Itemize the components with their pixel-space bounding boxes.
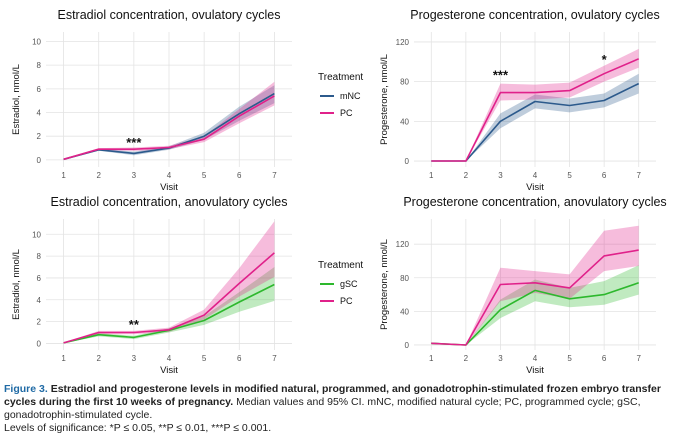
y-tick-label: 6 (37, 85, 42, 94)
y-tick-label: 2 (37, 132, 42, 141)
x-tick-label: 5 (202, 354, 207, 363)
y-tick-label: 8 (37, 252, 42, 261)
chart-panel-4: Progesterone concentration, anovulatory … (379, 195, 667, 376)
x-tick-label: 2 (96, 354, 101, 363)
x-tick-label: 1 (429, 171, 434, 180)
y-tick-label: 8 (37, 61, 42, 70)
x-tick-label: 2 (464, 171, 469, 180)
x-tick-label: 4 (167, 171, 172, 180)
y-tick-label: 4 (37, 109, 42, 118)
caption-body: Median values and 95% CI. mNC, modified … (4, 396, 641, 421)
x-tick-label: 4 (533, 171, 538, 180)
significance-marker: * (602, 52, 608, 67)
x-tick-label: 4 (167, 354, 172, 363)
significance-marker: ** (129, 317, 140, 332)
chart-panel-1: Estradiol concentration, ovulatory cycle… (11, 8, 363, 193)
series-line-pc (431, 249, 639, 346)
chart-panel-2: Progesterone concentration, ovulatory cy… (379, 8, 660, 193)
y-axis-label: Progesterone, nmol/L (379, 54, 390, 145)
legend: Treatment mNC PC (318, 72, 363, 118)
y-tick-label: 120 (396, 38, 410, 47)
legend-entry: PC (340, 108, 353, 118)
x-tick-label: 1 (61, 171, 66, 180)
y-tick-label: 80 (400, 78, 409, 87)
y-axis-label: Estradiol, nmol/L (11, 249, 22, 320)
y-tick-label: 2 (37, 318, 42, 327)
chart-title: Estradiol concentration, ovulatory cycle… (57, 8, 280, 22)
figure-caption: Figure 3. Estradiol and progesterone lev… (4, 383, 688, 435)
legend: Treatment gSC PC (318, 260, 363, 306)
ci-band-pc (63, 221, 275, 344)
chart-title: Progesterone concentration, anovulatory … (403, 195, 666, 209)
x-tick-label: 7 (636, 171, 641, 180)
x-tick-label: 7 (272, 171, 277, 180)
caption-label: Figure 3. (4, 383, 48, 395)
x-tick-label: 6 (602, 354, 607, 363)
series-line-pc (431, 58, 640, 162)
y-axis-label: Progesterone, nmol/L (379, 239, 390, 330)
significance-marker: *** (493, 68, 509, 83)
series-line-pc (63, 252, 275, 344)
y-tick-label: 6 (37, 274, 42, 283)
series-line-pc (63, 95, 275, 161)
ci-band-mnc (63, 85, 275, 160)
significance-marker: *** (126, 135, 142, 150)
x-tick-label: 1 (429, 354, 434, 363)
caption-title: Estradiol and progesterone levels in mod… (4, 383, 661, 408)
x-tick-label: 6 (237, 354, 242, 363)
chart-panel-3: Estradiol concentration, anovulatory cyc… (11, 195, 363, 376)
x-tick-label: 3 (132, 171, 137, 180)
y-tick-label: 10 (32, 37, 41, 46)
legend-entry: gSC (340, 279, 358, 289)
x-tick-label: 7 (636, 354, 641, 363)
x-axis-label: Visit (160, 365, 178, 376)
x-tick-label: 1 (61, 354, 66, 363)
y-tick-label: 4 (37, 296, 42, 305)
y-tick-label: 0 (37, 339, 42, 348)
y-tick-label: 120 (396, 240, 410, 249)
y-axis-label: Estradiol, nmol/L (11, 64, 22, 135)
chart-title: Estradiol concentration, anovulatory cyc… (51, 195, 288, 209)
x-tick-label: 2 (464, 354, 469, 363)
legend-entry: PC (340, 296, 353, 306)
legend-title: Treatment (318, 260, 363, 271)
caption-levels: Levels of significance: *P ≤ 0.05, **P ≤… (4, 422, 272, 434)
ci-band-pc (431, 48, 639, 161)
x-tick-label: 5 (567, 171, 572, 180)
x-tick-label: 5 (567, 354, 572, 363)
y-tick-label: 0 (37, 156, 42, 165)
x-axis-label: Visit (526, 182, 544, 193)
y-tick-label: 40 (400, 117, 409, 126)
legend-title: Treatment (318, 72, 363, 83)
y-tick-label: 0 (405, 157, 410, 166)
figure-panels: Estradiol concentration, ovulatory cycle… (11, 8, 667, 376)
x-tick-label: 4 (533, 354, 538, 363)
legend-entry: mNC (340, 91, 361, 101)
y-tick-label: 80 (400, 274, 409, 283)
x-tick-label: 3 (498, 171, 503, 180)
y-tick-label: 10 (32, 230, 41, 239)
x-tick-label: 3 (132, 354, 137, 363)
y-tick-label: 0 (405, 341, 410, 350)
x-tick-label: 6 (602, 171, 607, 180)
ci-band-mnc (431, 73, 639, 161)
x-tick-label: 2 (96, 171, 101, 180)
chart-title: Progesterone concentration, ovulatory cy… (410, 8, 659, 22)
x-tick-label: 3 (498, 354, 503, 363)
x-axis-label: Visit (160, 182, 178, 193)
x-tick-label: 5 (202, 171, 207, 180)
y-tick-label: 40 (400, 307, 409, 316)
ci-band-gsc (431, 265, 639, 345)
x-axis-label: Visit (526, 365, 544, 376)
x-tick-label: 7 (272, 354, 277, 363)
x-tick-label: 6 (237, 171, 242, 180)
